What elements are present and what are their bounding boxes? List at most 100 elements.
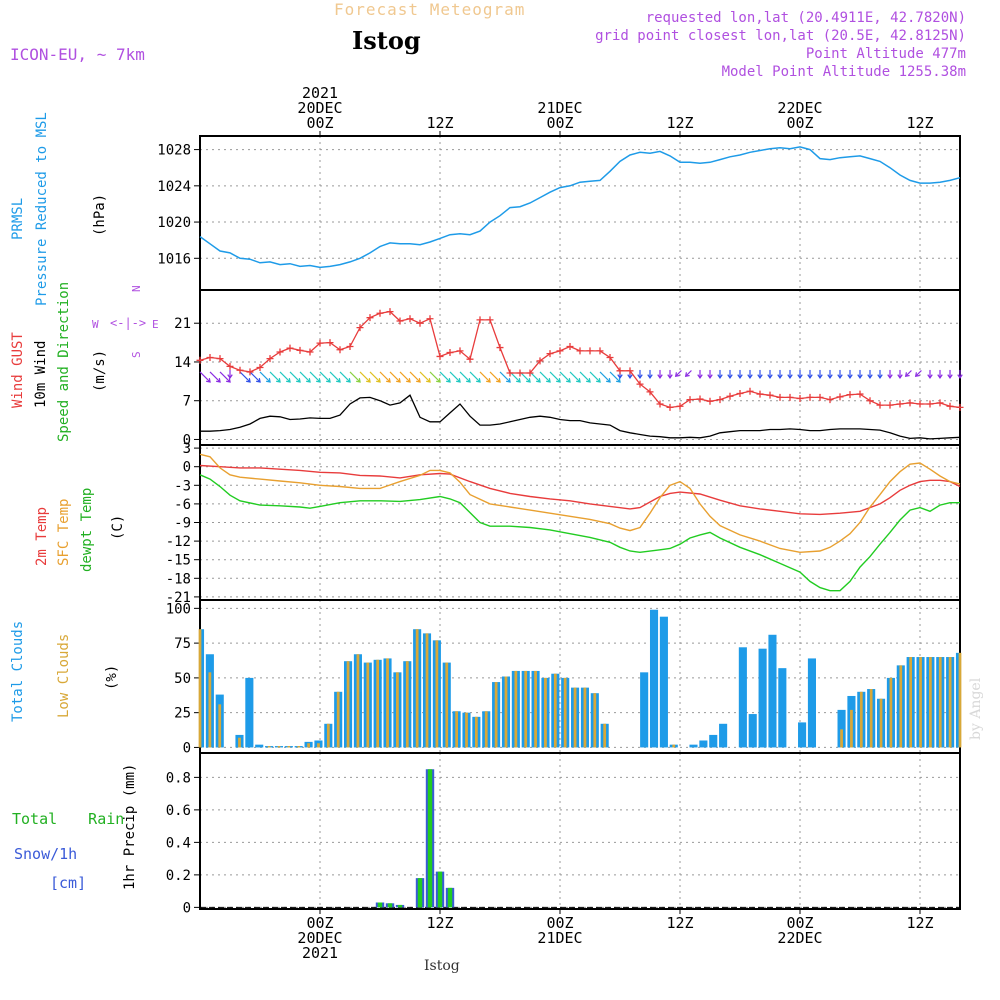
bottom-time-label: 00Z: [786, 914, 813, 932]
y-tick-label: -15: [166, 553, 191, 569]
gust-marker: [206, 354, 214, 362]
arrow-shaft: [209, 371, 221, 383]
wind-direction-arrow: [489, 371, 501, 383]
wind-direction-arrow: [309, 371, 321, 383]
gust-marker: [726, 392, 734, 400]
low-cloud-bar: [415, 629, 419, 748]
arrow-head: [426, 377, 431, 383]
wind-direction-arrow: [957, 369, 963, 379]
y-tick-label: -21: [166, 590, 191, 606]
y-tick-label: 1016: [157, 251, 191, 267]
arrow-shaft: [499, 371, 511, 383]
arrow-shaft: [349, 371, 361, 383]
arrow-shaft: [469, 371, 481, 383]
wind-direction-arrow: [199, 371, 211, 383]
gust-marker: [546, 350, 554, 358]
arrow-head: [697, 374, 703, 379]
wind-direction-arrow: [389, 371, 401, 383]
arrow-shaft: [459, 371, 471, 383]
rain-bar: [447, 887, 453, 908]
low-cloud-bar: [583, 687, 587, 748]
arrow-shaft: [569, 371, 581, 383]
y-tick-label: 1028: [157, 143, 191, 159]
gust-marker: [566, 342, 574, 350]
wind-direction-arrow: [947, 369, 953, 379]
low-cloud-bar: [544, 677, 547, 748]
wind-direction-arrow: [707, 369, 713, 379]
wind-direction-arrow: [737, 369, 743, 379]
top-time-label: 22DEC: [777, 99, 822, 117]
wind-direction-arrow: [359, 371, 371, 383]
wind-direction-arrow: [927, 369, 933, 379]
wind-direction-arrow: [937, 369, 943, 379]
gust-marker: [736, 390, 744, 398]
gust-marker: [656, 400, 664, 408]
wind-direction-arrow: [399, 371, 411, 383]
wind-direction-arrow: [697, 369, 703, 379]
y-tick-label: 7: [183, 394, 191, 410]
gust-marker: [216, 355, 224, 363]
gust-marker: [696, 395, 704, 403]
gust-marker: [406, 315, 414, 323]
top-time-label: 2021: [302, 84, 338, 102]
arrow-head: [857, 374, 863, 379]
wind-direction-arrow: [599, 371, 611, 383]
arrow-head: [757, 374, 763, 379]
wind-direction-arrow: [459, 371, 471, 383]
gust-marker: [716, 396, 724, 404]
arrow-head: [456, 377, 461, 383]
arrow-head: [737, 374, 743, 379]
arrow-head: [526, 377, 531, 383]
rain-bar: [397, 904, 403, 908]
snow-cm-label: [cm]: [50, 874, 87, 892]
low-cloud-bar: [859, 691, 863, 748]
wind-direction-arrow: [904, 370, 912, 378]
gust-marker: [446, 349, 454, 357]
low-cloud-bar: [524, 670, 528, 748]
gust-line: [199, 310, 961, 409]
gust-marker: [826, 396, 834, 404]
y-tick-label: 0: [183, 900, 191, 916]
gust-marker: [416, 319, 424, 327]
arrow-shaft: [579, 371, 591, 383]
wind-direction-arrow: [209, 371, 221, 383]
low-cloud-bar: [494, 682, 498, 748]
wind-direction-arrow: [499, 371, 511, 383]
low-cloud-bar: [218, 704, 222, 748]
gust-marker: [226, 362, 234, 370]
arrow-head: [867, 374, 873, 379]
model-altitude: Model Point Altitude 1255.38m: [721, 64, 966, 80]
arrow-shaft: [259, 371, 271, 383]
arrow-shaft: [549, 371, 561, 383]
footer-location: Istog: [424, 958, 460, 974]
arrow-shaft: [915, 370, 922, 377]
y-tick-label: 0.6: [166, 803, 191, 819]
arrow-shaft: [379, 371, 391, 383]
arrow-head: [476, 377, 481, 383]
arrow-shaft: [449, 371, 461, 383]
low-cloud-bar: [297, 746, 301, 748]
low-cloud-bar: [484, 711, 488, 748]
low-cloud-bar: [198, 629, 202, 748]
total-cloud-bar: [689, 744, 698, 748]
wind-direction-arrow: [549, 371, 561, 383]
gust-marker: [386, 308, 394, 316]
arrow-head: [566, 377, 571, 383]
grid-point-coords: grid point closest lon,lat (20.5E, 42.81…: [595, 28, 966, 44]
bottom-time-label: 12Z: [666, 914, 693, 932]
arrow-head: [647, 374, 653, 379]
arrow-head: [206, 377, 211, 383]
wind-direction-arrow: [589, 371, 601, 383]
low-cloud-bar: [287, 746, 291, 748]
arrow-shaft: [559, 371, 571, 383]
wind-direction-arrow: [579, 371, 591, 383]
low-cloud-bar: [850, 709, 853, 748]
total-cloud-bar: [758, 648, 767, 748]
gust-marker: [906, 399, 914, 407]
arrow-head: [336, 377, 341, 383]
gust-marker: [856, 390, 864, 398]
y-tick-label: 0: [183, 740, 191, 756]
gust-marker: [946, 402, 954, 410]
wind-line: [200, 394, 961, 440]
wind-direction-arrow: [647, 369, 653, 379]
